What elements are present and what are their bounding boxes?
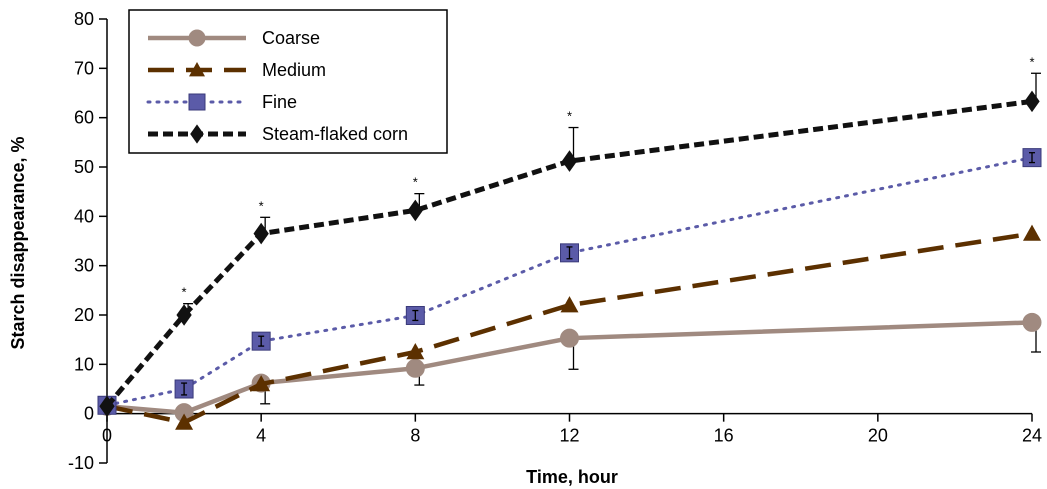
series-line [106, 320, 1033, 415]
marker-circle [188, 29, 206, 47]
legend-items: Coarse Medium Fine Steam-flaked corn [146, 28, 408, 144]
marker-triangle [252, 375, 271, 392]
y-tick-label: 30 [74, 256, 94, 276]
y-tick-label: 20 [74, 305, 94, 325]
y-tick-label: 40 [74, 206, 94, 226]
y-axis-title: Starch disappearance, % [8, 136, 28, 349]
x-axis-title: Time, hour [526, 467, 618, 487]
x-tick-label: 24 [1022, 426, 1042, 446]
legend-label: Fine [262, 92, 297, 112]
x-tick-label: 16 [714, 426, 734, 446]
marker-diamond [99, 395, 115, 418]
x-tick-label: 4 [256, 426, 266, 446]
x-tick-label: 20 [868, 426, 888, 446]
series-coarse [97, 312, 1042, 423]
y-tick-label: 0 [84, 404, 94, 424]
significance-star: * [182, 285, 187, 300]
series-line [105, 98, 1033, 408]
y-tick-label: 70 [74, 58, 94, 78]
legend-label: Steam-flaked corn [262, 124, 408, 144]
legend-label: Medium [262, 60, 326, 80]
significance-star: * [1029, 54, 1034, 69]
marker-diamond [561, 150, 578, 172]
marker-diamond [253, 222, 269, 245]
x-tick-label: 8 [410, 426, 420, 446]
significance-star: * [567, 109, 572, 124]
annotation-layer: * * * * * [182, 54, 1035, 299]
marker-diamond [407, 199, 423, 222]
y-tick-label: 60 [74, 108, 94, 128]
legend-label: Coarse [262, 28, 320, 48]
marker-circle [560, 328, 579, 348]
marker-triangle [175, 413, 194, 430]
marker-diamond [1024, 90, 1040, 113]
y-tick-label: 50 [74, 157, 94, 177]
marker-triangle [189, 62, 205, 77]
marker-circle [405, 358, 425, 378]
marker-square [188, 93, 206, 111]
x-tick-label: 0 [102, 426, 112, 446]
significance-star: * [259, 198, 264, 213]
marker-circle [1022, 312, 1042, 332]
y-tick-label: 80 [74, 9, 94, 29]
series-line [105, 156, 1034, 407]
marker-triangle [406, 343, 425, 360]
legend: Coarse Medium Fine Steam-flaked corn [128, 9, 448, 154]
series-fine [97, 148, 1042, 415]
legend-box [128, 9, 448, 154]
axes: -10 0 10 20 30 40 50 60 70 80 0 4 8 12 16 20 24 [68, 9, 1042, 473]
marker-triangle [1023, 224, 1041, 241]
marker-triangle [560, 296, 579, 313]
series-line [106, 231, 1033, 425]
marker-diamond [176, 304, 192, 326]
y-tick-label: -10 [68, 453, 94, 473]
series-layer [97, 72, 1042, 430]
x-tick-label: 12 [559, 426, 579, 446]
marker-diamond [190, 124, 204, 144]
y-tick-label: 10 [74, 354, 94, 374]
significance-star: * [413, 175, 418, 190]
series-steam-flaked-corn [99, 72, 1041, 418]
